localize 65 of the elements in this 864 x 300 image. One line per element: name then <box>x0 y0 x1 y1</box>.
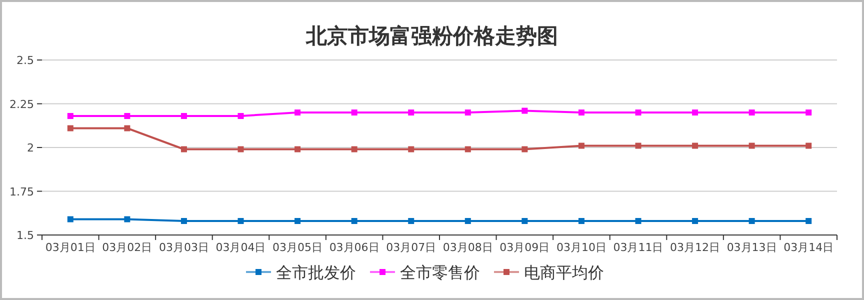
point <box>408 146 414 152</box>
x-tick-label: 03月08日 <box>442 241 493 254</box>
point <box>748 142 755 149</box>
y-tick-label: 2.25 <box>10 98 34 111</box>
point <box>238 146 244 152</box>
x-tick-label: 03月01日 <box>45 241 96 254</box>
x-tick-label: 03月05日 <box>272 241 323 254</box>
point <box>67 113 74 119</box>
x-tick-label: 03月02日 <box>102 241 152 254</box>
point <box>692 110 698 116</box>
x-tick-label: 03月11日 <box>613 241 664 254</box>
point <box>408 110 414 116</box>
legend-label: 全市零售价 <box>400 263 480 282</box>
legend-label: 电商平均价 <box>524 263 604 282</box>
x-tick-label: 03月10日 <box>556 241 606 254</box>
x-tick-label: 03月13日 <box>726 241 777 254</box>
point <box>806 142 812 149</box>
x-tick-label: 03月07日 <box>386 241 436 254</box>
point <box>748 218 755 224</box>
point <box>692 142 698 149</box>
point <box>806 218 812 224</box>
point <box>578 110 584 116</box>
point <box>294 110 301 116</box>
point <box>67 216 74 222</box>
x-tick-label: 03月04日 <box>216 241 266 254</box>
point <box>522 146 528 152</box>
point <box>522 108 528 114</box>
y-tick-label: 1.75 <box>10 185 34 198</box>
legend-label: 全市批发价 <box>276 263 356 282</box>
point <box>67 125 74 132</box>
point <box>294 218 301 224</box>
point <box>238 113 244 119</box>
point <box>124 125 130 132</box>
point <box>748 110 755 116</box>
point <box>464 146 471 152</box>
point <box>124 113 130 119</box>
x-tick-label: 03月06日 <box>329 241 380 254</box>
y-tick-label: 1.5 <box>16 229 34 242</box>
point <box>635 142 642 149</box>
point <box>124 216 130 222</box>
x-tick-label: 03月03日 <box>158 241 209 254</box>
x-tick-label: 03月12日 <box>670 241 720 254</box>
point <box>294 146 301 152</box>
x-tick-label: 03月09日 <box>500 241 550 254</box>
y-tick-label: 2 <box>27 142 34 154</box>
point <box>351 110 358 116</box>
point <box>578 142 584 149</box>
point <box>180 146 187 152</box>
point <box>180 218 187 224</box>
point <box>351 218 358 224</box>
point <box>238 218 244 224</box>
point <box>180 113 187 119</box>
x-tick-label: 03月14日 <box>784 241 834 254</box>
point <box>806 110 812 116</box>
point <box>464 218 471 224</box>
y-tick-label: 2.5 <box>16 54 34 67</box>
point <box>578 218 584 224</box>
chart-title: 北京市场富强粉价格走势图 <box>305 24 558 48</box>
point <box>408 218 414 224</box>
point <box>635 110 642 116</box>
point <box>635 218 642 224</box>
point <box>692 218 698 224</box>
point <box>351 146 358 152</box>
point <box>522 218 528 224</box>
point <box>464 110 471 116</box>
